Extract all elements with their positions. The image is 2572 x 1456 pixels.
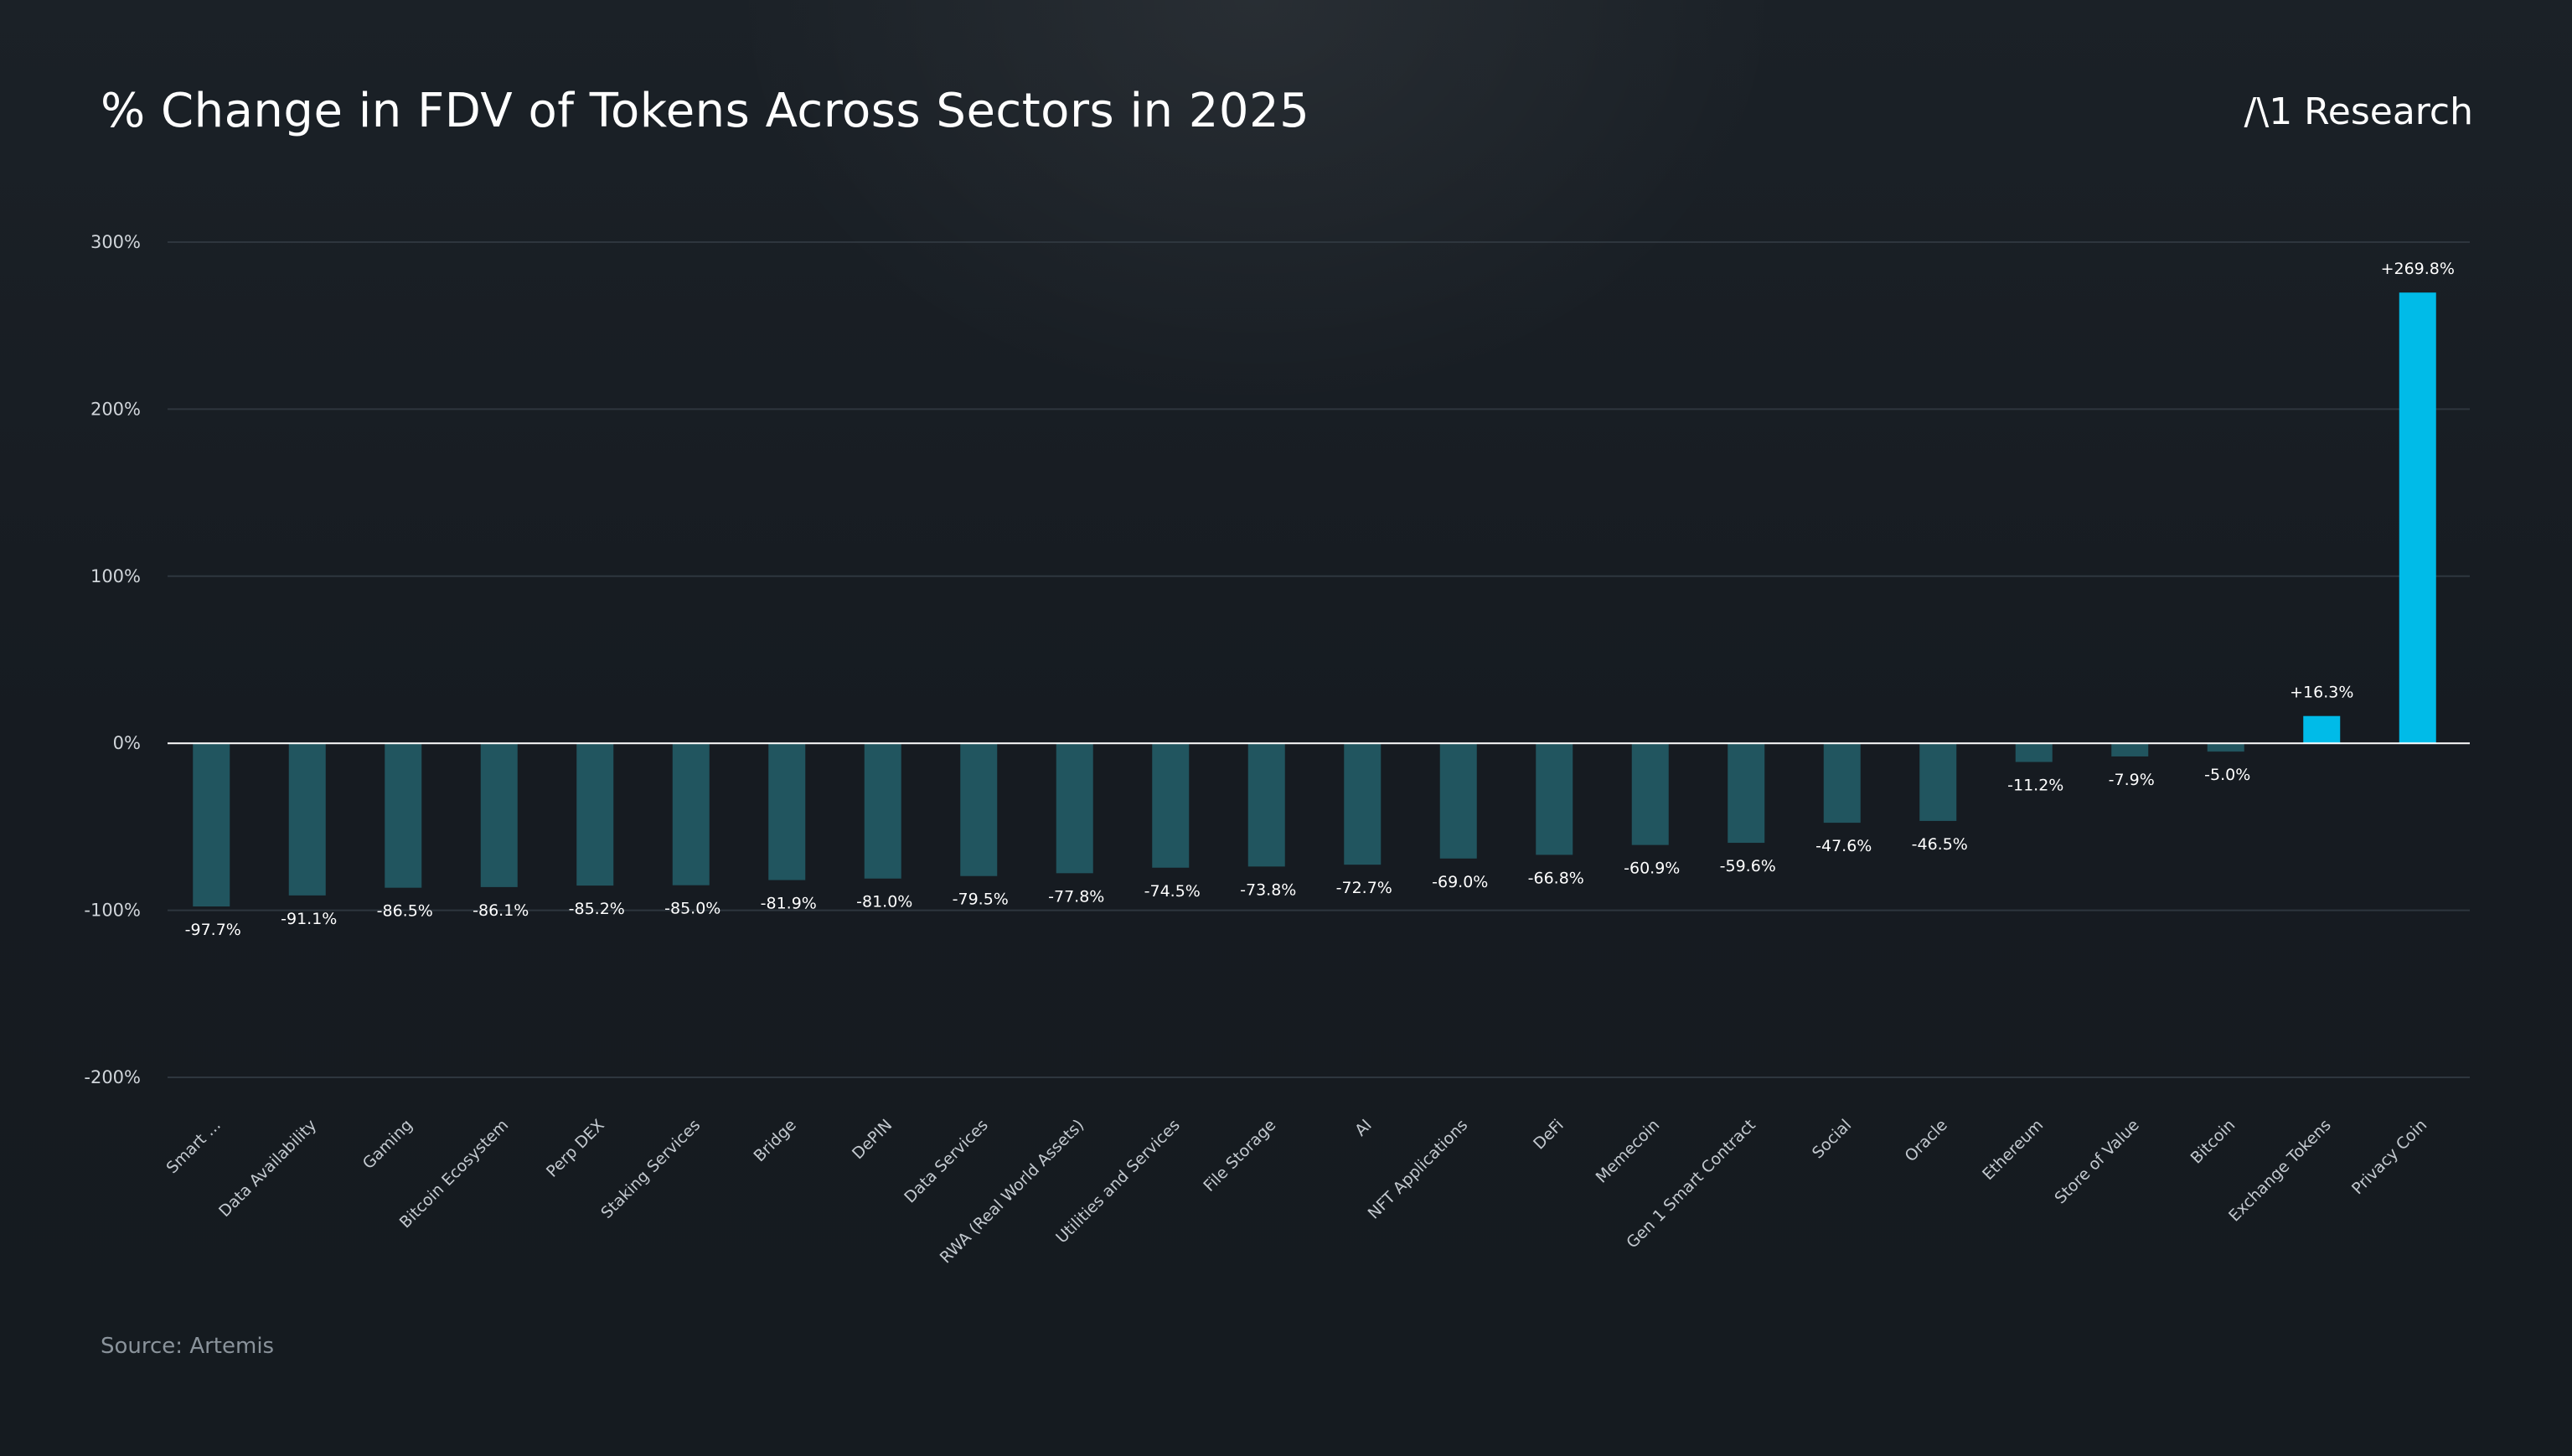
data-label: -47.6% [1815,837,1872,855]
bar [2111,743,2149,756]
category-label: AI [1351,1116,1376,1140]
bar [1728,743,1765,844]
category-label: Ethereum [1979,1116,2047,1184]
bar [1919,743,1957,821]
bar [193,743,230,907]
data-label: -91.1% [281,910,337,928]
data-label: -11.2% [2007,777,2063,795]
chart-title: % Change in FDV of Tokens Across Sectors… [101,84,1310,138]
bar [385,743,422,888]
bar [288,743,326,896]
data-label: -66.8% [1528,869,1584,887]
category-label: DeFi [1530,1116,1567,1154]
data-label: -79.5% [953,891,1009,909]
bar [2207,743,2244,752]
category-label: Data Availability [215,1116,320,1221]
category-label: Staking Services [597,1116,704,1222]
data-label: -77.8% [1048,887,1104,906]
category-label: File Storage [1200,1116,1279,1195]
bar [480,743,518,887]
data-label: +269.8% [2381,260,2455,278]
data-label: -74.5% [1144,882,1201,901]
data-label: -69.0% [1432,873,1488,891]
data-label: -86.5% [377,902,433,921]
data-label: -85.2% [569,900,625,918]
bar [960,743,998,876]
data-label: -59.6% [1720,857,1776,875]
data-label: -81.9% [761,895,817,913]
y-tick-label: 200% [90,399,141,419]
data-label: -46.5% [1912,835,1968,854]
category-label: Gaming [359,1116,416,1173]
category-label: Smart ... [163,1116,225,1177]
category-label: Perp DEX [543,1116,608,1181]
bar [768,743,806,880]
bar [672,743,710,885]
y-tick-label: 100% [90,566,141,586]
category-label: Memecoin [1593,1116,1664,1187]
data-label: -72.7% [1336,879,1392,897]
y-tick-label: 300% [90,232,141,252]
bar [576,743,614,886]
data-label: -60.9% [1624,860,1680,878]
data-label: -7.9% [2109,771,2155,789]
bar [1439,743,1477,859]
data-label: +16.3% [2290,684,2353,702]
brand-logo: /\1 Research [2244,90,2473,133]
bar [1152,743,1190,868]
category-label: Exchange Tokens [2225,1116,2335,1226]
bar [1056,743,1093,874]
bar [864,743,901,879]
bar [1247,743,1285,867]
bar [2015,743,2053,762]
category-label: Bitcoin [2187,1116,2239,1168]
data-label: -97.7% [185,921,241,939]
bar [1536,743,1573,855]
category-label: Data Services [901,1116,992,1207]
category-label: Store of Value [2051,1116,2142,1207]
category-label: NFT Applications [1365,1116,1472,1223]
category-label: Bridge [750,1116,799,1165]
y-tick-label: -200% [84,1067,141,1087]
bar [1344,743,1382,865]
y-tick-label: -100% [84,901,141,921]
category-label: Privacy Coin [2348,1116,2430,1198]
bar [2399,292,2436,744]
data-label: -86.1% [473,901,529,920]
category-label: Oracle [1902,1116,1951,1165]
bar [1823,743,1861,824]
data-label: -73.8% [1240,880,1296,899]
category-label: DePIN [849,1116,896,1163]
data-label: -81.0% [856,893,912,911]
category-label: Bitcoin Ecosystem [396,1116,513,1232]
data-label: -85.0% [664,900,720,918]
source-note: Source: Artemis [101,1334,275,1359]
y-tick-label: 0% [113,733,141,753]
bar [2303,715,2341,744]
category-label: Social [1809,1116,1855,1162]
bar [1631,743,1669,845]
data-label: -5.0% [2204,766,2250,784]
